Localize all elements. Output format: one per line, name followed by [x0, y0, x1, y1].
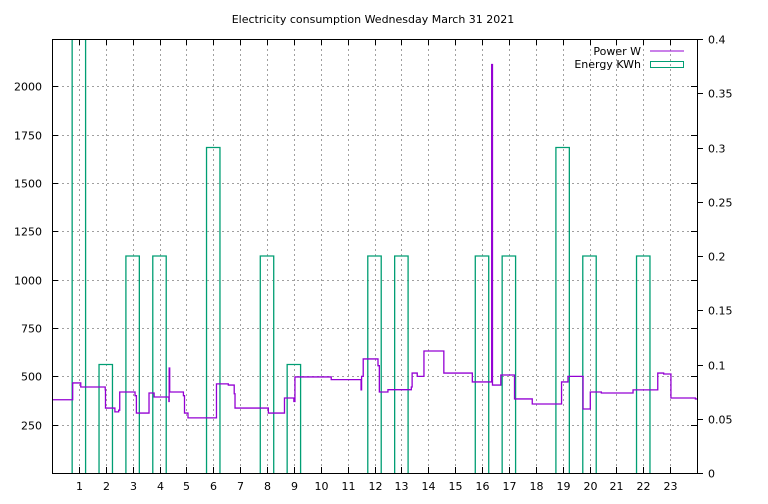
y2-tick-label: 0.35: [708, 88, 733, 101]
legend-label-energy: Energy KWh: [574, 58, 641, 71]
plot-border: [52, 39, 698, 474]
x-tick-label: 15: [449, 480, 463, 493]
x-tick-label: 19: [557, 480, 571, 493]
y-tick-label: 1250: [14, 226, 42, 239]
x-tick-label: 14: [422, 480, 436, 493]
energy-bar: [125, 255, 140, 473]
legend-label-power: Power W: [593, 45, 641, 58]
y-tick-label: 1750: [14, 130, 42, 143]
x-tick-label: 18: [530, 480, 544, 493]
x-tick-label: 12: [369, 480, 383, 493]
x-tick-label: 3: [130, 480, 137, 493]
x-tick-label: 10: [315, 480, 329, 493]
x-tick-label: 16: [476, 480, 490, 493]
energy-bar: [635, 255, 651, 473]
energy-bar: [71, 40, 87, 473]
x-tick-label: 13: [395, 480, 409, 493]
y2-tick-label: 0.1: [708, 360, 726, 373]
y2-tick-label: 0.25: [708, 197, 733, 210]
energy-bar: [205, 146, 221, 473]
y2-tick-label: 0: [708, 468, 715, 481]
x-tick-label: 7: [237, 480, 244, 493]
power-series: [52, 63, 697, 419]
energy-bar: [152, 255, 167, 473]
legend: Power W Energy KWh: [574, 45, 684, 71]
x-tick-label: 23: [664, 480, 678, 493]
y2-tick-label: 0.05: [708, 414, 733, 427]
power-line: [52, 63, 697, 419]
x-tick-label: 22: [637, 480, 651, 493]
y2-tick-label: 0.15: [708, 305, 733, 318]
x-tick-label: 20: [584, 480, 598, 493]
energy-bar: [259, 255, 275, 473]
y-tick-label: 750: [21, 323, 42, 336]
x-tick-label: 8: [264, 480, 271, 493]
energy-bar: [394, 255, 409, 473]
y2-tick-label: 0.2: [708, 251, 726, 264]
y2-tick-label: 0.3: [708, 143, 726, 156]
x-tick-label: 1: [76, 480, 83, 493]
energy-bar: [286, 363, 302, 473]
energy-bar: [367, 255, 382, 473]
energy-bar: [555, 146, 570, 473]
x-tick-label: 21: [610, 480, 624, 493]
y-tick-label: 250: [21, 420, 42, 433]
axes: 1 2 3 4 5 6 7 8 9 10 11 12 13 14 15 16 17 18 19 20 21 22 23250…: [14, 34, 733, 494]
energy-bar: [501, 255, 517, 473]
y-tick-label: 2000: [14, 81, 42, 94]
x-tick-label: 5: [183, 480, 190, 493]
x-tick-label: 4: [157, 480, 164, 493]
y-tick-label: 500: [21, 371, 42, 384]
y2-tick-label: 0.4: [708, 34, 726, 47]
chart-title: Electricity consumption Wednesday March …: [232, 13, 515, 26]
y-tick-label: 1000: [14, 275, 42, 288]
x-tick-label: 2: [103, 480, 110, 493]
x-tick-label: 6: [210, 480, 217, 493]
x-tick-label: 17: [503, 480, 517, 493]
y-tick-label: 1500: [14, 178, 42, 191]
energy-series: [71, 40, 651, 473]
energy-bar: [474, 255, 490, 473]
energy-bar: [98, 363, 114, 473]
energy-bar: [582, 255, 597, 473]
legend-swatch-energy: [650, 61, 684, 68]
x-tick-label: 9: [291, 480, 298, 493]
x-tick-label: 11: [342, 480, 356, 493]
